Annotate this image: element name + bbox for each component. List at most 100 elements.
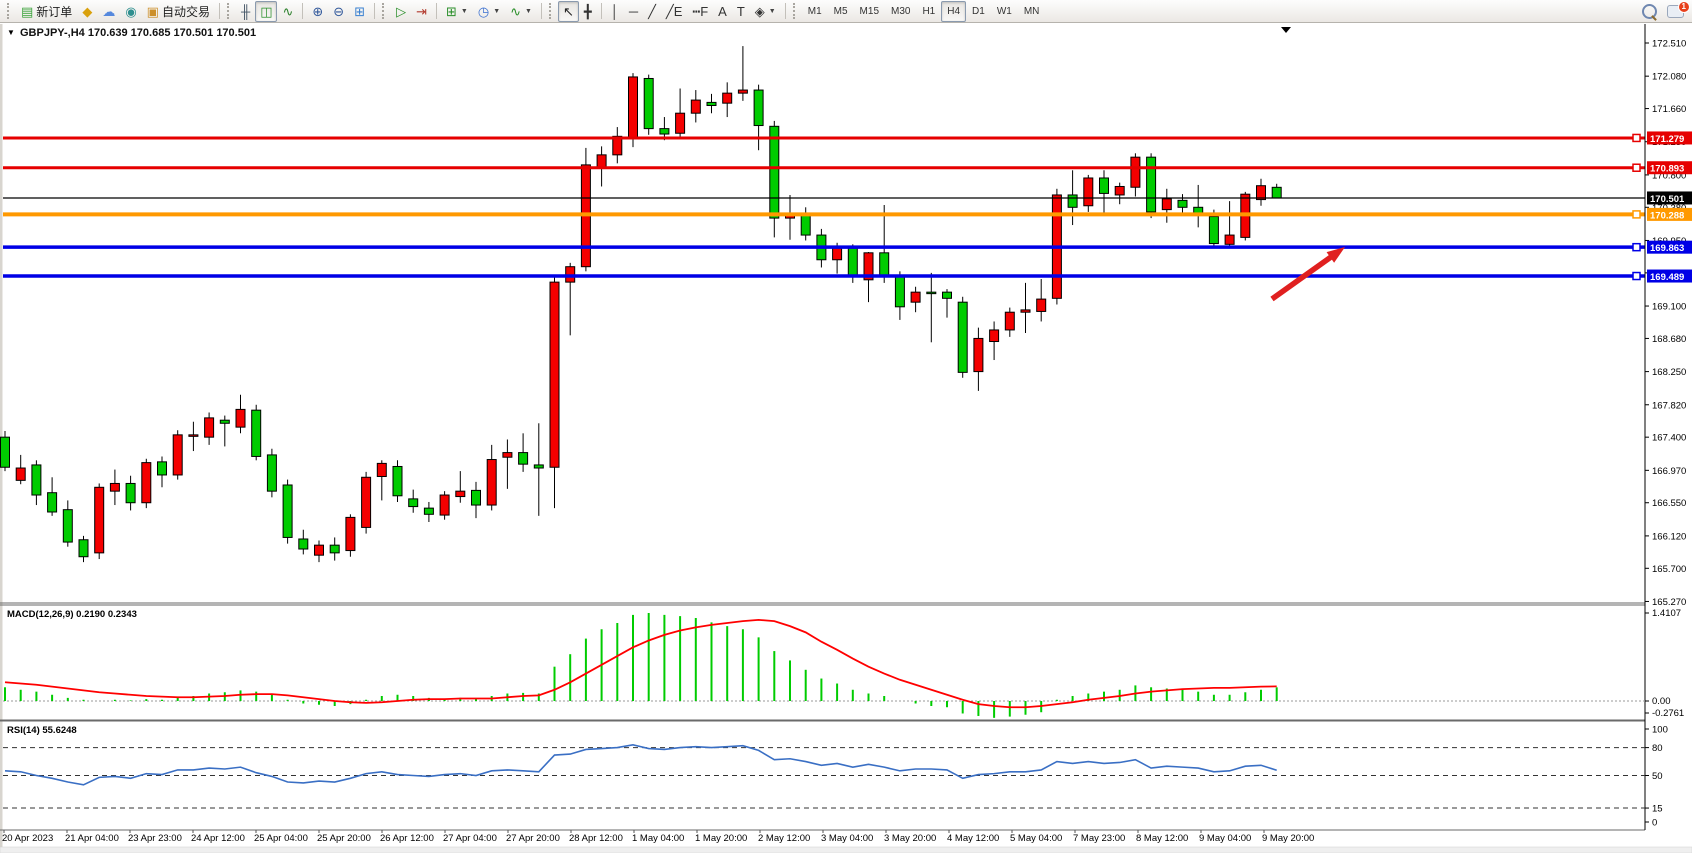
timeframe-h4[interactable]: H4	[941, 0, 967, 22]
time-tick-label: 3 May 20:00	[884, 833, 936, 844]
macd-axis-label: -0.2761	[1652, 708, 1684, 719]
timeframe-m30-label: M30	[891, 5, 911, 17]
chart-shift-marker[interactable]	[1281, 27, 1291, 33]
candle-body	[753, 89, 764, 127]
text-label-button[interactable]: T	[732, 1, 750, 22]
candle-body	[1256, 185, 1266, 201]
new-order-button[interactable]: ▤ 新订单	[16, 1, 77, 22]
tile-windows-button[interactable]: ⊞	[349, 1, 370, 22]
resistance-line-1[interactable]	[3, 133, 1645, 143]
candle-body	[298, 538, 309, 550]
zoom-out-button[interactable]: ⊖	[328, 1, 349, 22]
candlestick-chart-button[interactable]: ◫	[255, 0, 278, 22]
timeframe-m15[interactable]: M15	[854, 1, 885, 22]
toolbar-grip	[792, 3, 799, 19]
crosshair-button[interactable]: ╋	[579, 1, 597, 22]
trendline-button[interactable]: ╱	[643, 1, 661, 22]
candle-body	[894, 276, 905, 308]
candle-body	[1083, 177, 1094, 207]
fibonacci-button[interactable]: ┅F	[687, 1, 713, 22]
candle-body	[486, 459, 497, 506]
market-watch-button[interactable]: ◆	[77, 1, 97, 22]
support-line-1[interactable]	[3, 242, 1645, 252]
cursor-button[interactable]: ↖	[557, 0, 579, 22]
line-chart-icon: ∿	[282, 3, 294, 19]
auto-scroll-icon: ▷	[396, 3, 407, 19]
timeframe-mn[interactable]: MN	[1018, 1, 1046, 22]
indicators-button[interactable]: ∿ ▼	[505, 1, 537, 22]
price-tick-label: 166.550	[1652, 498, 1686, 509]
auto-scroll-button[interactable]: ▷	[391, 1, 411, 22]
pivot-line[interactable]	[3, 210, 1645, 219]
timeframe-d1[interactable]: D1	[966, 1, 991, 22]
timeframe-m1[interactable]: M1	[802, 1, 828, 22]
zoom-in-button[interactable]: ⊕	[307, 1, 328, 22]
time-tick-label: 28 Apr 12:00	[569, 833, 623, 844]
equidistant-channel-button[interactable]: ╱E	[661, 1, 688, 22]
candle-body	[314, 544, 324, 556]
candle-body	[973, 337, 984, 373]
price-tick-label: 170.800	[1652, 170, 1686, 181]
price-tick-label: 169.100	[1652, 302, 1686, 313]
vertical-line-button[interactable]: │	[606, 1, 624, 22]
toolbar: ▤ 新订单 ◆ ☁ ◉ ▣ 自动交易 ╫ ◫ ∿ ⊕ ⊖ ⊞ ▷ ⇥ ⊞ ▼ ◷ ▼ ∿ ▼ ↖ ╋ │ ─ ╱ ╱E ┅F A T ◈ ▼ M…	[0, 0, 1692, 23]
resistance-line-2[interactable]	[3, 163, 1645, 172]
timeframe-m5[interactable]: M5	[828, 1, 854, 22]
line-handle[interactable]	[1632, 242, 1641, 252]
candle-body	[769, 125, 780, 219]
crosshair-icon: ╋	[583, 3, 592, 19]
candle-body	[722, 92, 733, 104]
time-tick-label: 4 May 12:00	[947, 833, 999, 844]
candle-body	[596, 154, 607, 168]
gold-cube-icon: ◆	[82, 3, 93, 19]
profile-button[interactable]: ☁	[97, 1, 120, 22]
chart-menu-icon[interactable]: ▼	[7, 28, 15, 37]
arrows-button[interactable]: ◈ ▼	[750, 1, 781, 22]
chart-region[interactable]: ▼ GBPJPY-,H4 170.639 170.685 170.501 170.…	[0, 24, 1692, 858]
line-handle[interactable]	[1632, 271, 1641, 281]
rsi-line	[4, 743, 1277, 786]
notifications-icon[interactable]: 1	[1667, 0, 1690, 18]
candle-body	[1099, 177, 1109, 194]
line-handle[interactable]	[1632, 163, 1641, 172]
search-icon[interactable]	[1642, 3, 1657, 19]
autotrading-button[interactable]: ▣ 自动交易	[142, 1, 215, 22]
candle-body	[832, 247, 843, 261]
time-tick-label: 1 May 20:00	[695, 833, 747, 844]
periods-button[interactable]: ◷ ▼	[473, 1, 505, 22]
candle-body	[549, 281, 560, 468]
time-tick-label: 3 May 04:00	[821, 833, 873, 844]
chart-canvas[interactable]: ▼ GBPJPY-,H4 170.639 170.685 170.501 170.…	[0, 24, 1692, 854]
candle-body	[957, 301, 968, 373]
trendline-icon: ╱	[648, 3, 656, 19]
signals-button[interactable]: ◉	[120, 1, 141, 22]
candle-body	[345, 516, 356, 552]
price-tick-label: 171.660	[1652, 104, 1686, 115]
candle-body	[1224, 234, 1235, 245]
new-order-button-label: 新订单	[36, 4, 73, 19]
time-tick-label: 26 Apr 12:00	[380, 833, 434, 844]
candle-body	[471, 489, 481, 506]
candle-body	[47, 492, 58, 513]
line-handle[interactable]	[1632, 210, 1641, 219]
time-axis[interactable]: 20 Apr 2023 21 Apr 04:00 23 Apr 23:00 24 Ap…	[2, 830, 1314, 844]
line-handle[interactable]	[1632, 133, 1641, 143]
candle-body	[172, 434, 183, 476]
new-chart-button[interactable]: ⊞ ▼	[441, 1, 473, 22]
candle-body	[706, 101, 717, 106]
timeframe-m30[interactable]: M30	[885, 1, 916, 22]
timeframe-w1[interactable]: W1	[991, 1, 1018, 22]
chart-shift-button[interactable]: ⇥	[411, 1, 432, 22]
support-line-2[interactable]	[3, 271, 1645, 281]
line-chart-button[interactable]: ∿	[277, 1, 298, 22]
text-button[interactable]: A	[713, 1, 732, 22]
candle-body	[439, 494, 450, 516]
timeframe-d1-label: D1	[972, 5, 985, 17]
trend-arrow[interactable]	[1270, 247, 1345, 302]
price-tick-label: 167.400	[1652, 433, 1686, 444]
price-tick-label: 166.970	[1652, 466, 1686, 477]
price-tick-label: 172.510	[1652, 39, 1686, 50]
timeframe-h1[interactable]: H1	[916, 1, 941, 22]
bar-chart-button[interactable]: ╫	[236, 1, 255, 22]
horizontal-line-button[interactable]: ─	[624, 1, 643, 22]
